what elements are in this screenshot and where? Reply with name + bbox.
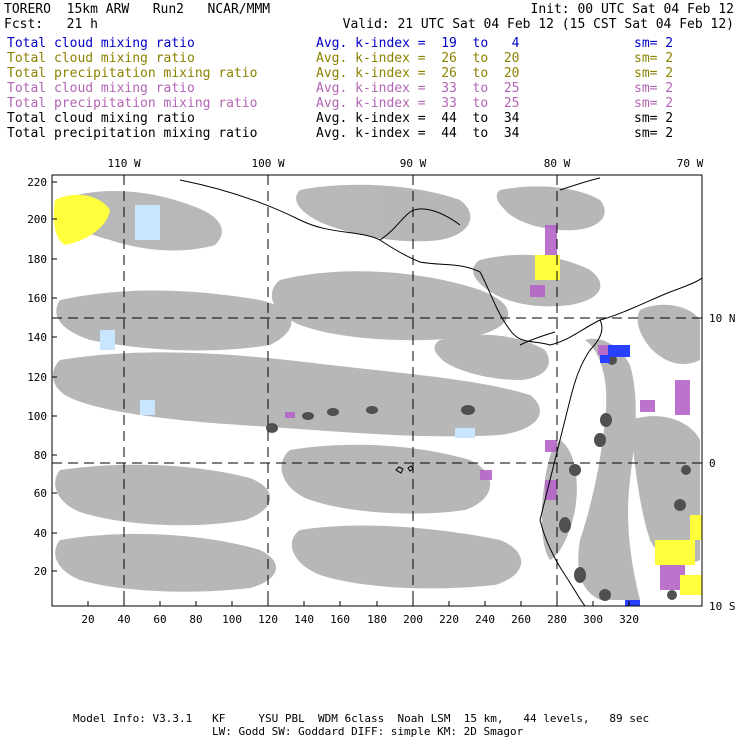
latitude-label: 0 — [709, 457, 716, 470]
legend-field: Total cloud mixing ratio — [7, 51, 195, 66]
x-tick-label: 160 — [330, 613, 350, 626]
x-tick-label: 80 — [189, 613, 203, 626]
x-tick-label: 20 — [81, 613, 95, 626]
legend-kindex: Avg. k-index = 44 to 34 — [316, 126, 520, 141]
legend-kindex: Avg. k-index = 33 to 25 — [316, 96, 520, 111]
legend-field: Total cloud mixing ratio — [7, 36, 195, 51]
y-tick-label: 140 — [27, 331, 48, 344]
legend-kindex: Avg. k-index = 26 to 20 — [316, 66, 520, 81]
model-info: Model Info: V3.3.1 KF YSU PBL WDM 6class… — [73, 712, 650, 725]
legend-field: Total precipitation mixing ratio — [7, 126, 258, 141]
legend-smoothing: sm= 2 — [634, 36, 674, 51]
legend-smoothing: sm= 2 — [634, 126, 674, 141]
longitude-label: 90 W — [399, 157, 427, 170]
legend-smoothing: sm= 2 — [634, 111, 674, 126]
legend-field: Total precipitation mixing ratio — [7, 96, 258, 111]
legend-field: Total cloud mixing ratio — [7, 81, 195, 96]
x-tick-label: 280 — [547, 613, 567, 626]
y-tick-label: 200 — [27, 213, 48, 226]
legend-kindex: Avg. k-index = 44 to 34 — [316, 111, 520, 126]
y-tick-label: 120 — [27, 371, 48, 384]
y-tick-label: 220 — [27, 176, 48, 189]
legend-smoothing: sm= 2 — [634, 81, 674, 96]
model-physics: LW: Godd SW: Goddard DIFF: simple KM: 2D… — [212, 725, 524, 738]
longitude-label: 80 W — [543, 157, 571, 170]
legend-smoothing: sm= 2 — [634, 66, 674, 81]
legend-kindex: Avg. k-index = 33 to 25 — [316, 81, 520, 96]
x-tick-label: 40 — [117, 613, 131, 626]
model-title: TORERO 15km ARW Run2 NCAR/MMM — [4, 2, 271, 17]
x-tick-label: 100 — [222, 613, 242, 626]
valid-time: Valid: 21 UTC Sat 04 Feb 12 (15 CST Sat … — [342, 17, 734, 32]
y-tick-label: 80 — [33, 449, 48, 462]
y-tick-label: 180 — [27, 253, 48, 266]
legend-field: Total cloud mixing ratio — [7, 111, 195, 126]
x-tick-label: 200 — [403, 613, 423, 626]
longitude-label: 110 W — [107, 157, 141, 170]
x-tick-label: 140 — [294, 613, 314, 626]
legend-kindex: Avg. k-index = 26 to 20 — [316, 51, 520, 66]
x-tick-label: 240 — [475, 613, 495, 626]
longitude-label: 100 W — [251, 157, 285, 170]
x-tick-label: 260 — [511, 613, 531, 626]
latitude-label: 10 N — [709, 312, 736, 325]
x-tick-label: 180 — [367, 613, 387, 626]
init-time: Init: 00 UTC Sat 04 Feb 12 — [530, 2, 735, 17]
x-tick-label: 320 — [619, 613, 639, 626]
legend-field: Total precipitation mixing ratio — [7, 66, 258, 81]
x-tick-label: 60 — [153, 613, 167, 626]
x-tick-label: 120 — [258, 613, 278, 626]
y-tick-label: 40 — [33, 527, 48, 540]
graticule — [52, 175, 702, 606]
y-tick-label: 160 — [27, 292, 48, 305]
latitude-label: 10 S — [709, 600, 736, 613]
y-tick-label: 100 — [27, 410, 48, 423]
x-tick-label: 220 — [439, 613, 459, 626]
legend-kindex: Avg. k-index = 19 to 4 — [316, 36, 520, 51]
longitude-label: 70 W — [676, 157, 704, 170]
cloud-field — [53, 177, 702, 606]
forecast-hour: Fcst: 21 h — [4, 17, 98, 32]
y-tick-label: 60 — [33, 487, 48, 500]
x-tick-label: 300 — [583, 613, 603, 626]
legend-smoothing: sm= 2 — [634, 51, 674, 66]
legend-smoothing: sm= 2 — [634, 96, 674, 111]
y-tick-label: 20 — [33, 565, 48, 578]
